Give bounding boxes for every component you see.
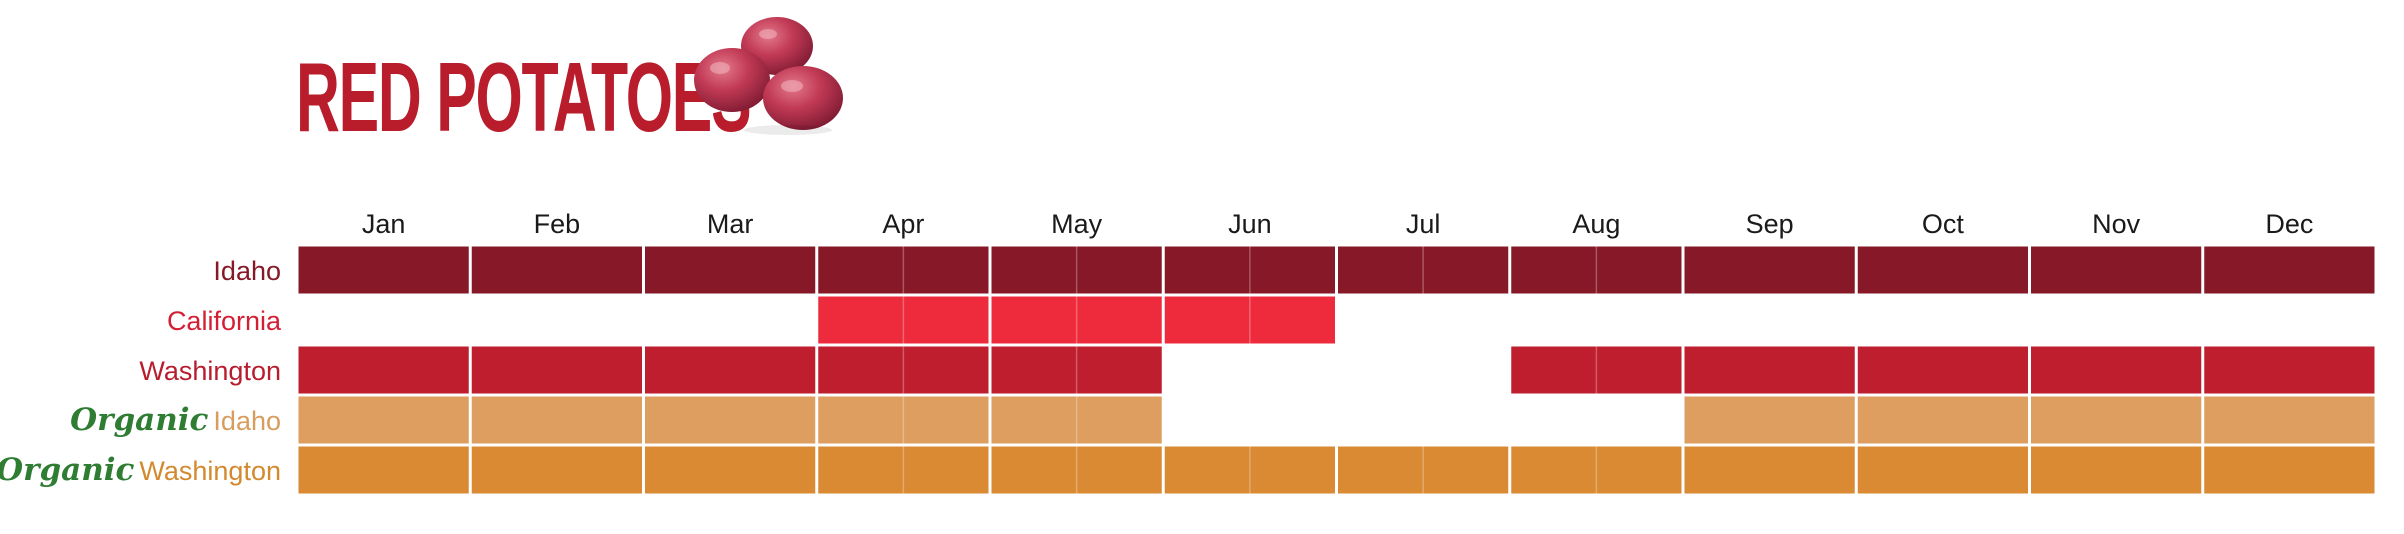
month-label-jul: Jul — [1406, 209, 1441, 239]
cell-idaho-jan — [298, 246, 469, 294]
cell-organic-idaho-dec — [2204, 396, 2375, 444]
cell-idaho-jul — [1338, 246, 1509, 294]
cell-california-apr — [818, 296, 989, 344]
cell-organic-idaho-oct — [1857, 396, 2028, 444]
cell-california-jun — [1164, 296, 1335, 344]
cell-washington-nov — [2031, 346, 2202, 394]
cell-organic-washington-aug — [1511, 446, 1682, 494]
cell-organic-washington-nov — [2031, 446, 2202, 494]
cell-california-may — [991, 296, 1162, 344]
cell-idaho-nov — [2031, 246, 2202, 294]
cell-organic-idaho-nov — [2031, 396, 2202, 444]
cell-idaho-dec — [2204, 246, 2375, 294]
cell-washington-sep — [1684, 346, 1855, 394]
cell-organic-washington-mar — [645, 446, 816, 494]
cell-washington-apr — [818, 346, 989, 394]
cell-organic-washington-jul — [1338, 446, 1509, 494]
cell-washington-aug — [1511, 346, 1682, 394]
red-potatoes-photo — [694, 17, 843, 135]
organic-wordmark: Organic — [70, 402, 208, 438]
cell-organic-idaho-apr — [818, 396, 989, 444]
month-label-aug: Aug — [1572, 209, 1620, 239]
cell-idaho-may — [991, 246, 1162, 294]
cell-idaho-sep — [1684, 246, 1855, 294]
cell-washington-may — [991, 346, 1162, 394]
month-label-apr: Apr — [882, 209, 924, 239]
cell-organic-idaho-mar — [645, 396, 816, 444]
month-labels: Jan Feb Mar Apr May Jun Jul Aug Sep Oct Nov Dec — [362, 209, 2314, 239]
row-label-idaho: Idaho — [213, 256, 281, 286]
potato-right — [763, 66, 843, 130]
cell-organic-washington-feb — [471, 446, 642, 494]
cell-washington-mar — [645, 346, 816, 394]
month-label-jun: Jun — [1228, 209, 1272, 239]
row-label-washington: Washington — [139, 356, 281, 386]
cell-washington-oct — [1857, 346, 2028, 394]
month-label-may: May — [1051, 209, 1103, 239]
month-label-oct: Oct — [1922, 209, 1965, 239]
cell-organic-washington-sep — [1684, 446, 1855, 494]
cell-organic-washington-may — [991, 446, 1162, 494]
cell-organic-washington-dec — [2204, 446, 2375, 494]
organic-wordmark: Organic — [0, 452, 135, 488]
month-label-mar: Mar — [707, 209, 754, 239]
month-label-dec: Dec — [2265, 209, 2313, 239]
availability-cells — [298, 246, 2375, 494]
cell-organic-idaho-may — [991, 396, 1162, 444]
cell-idaho-aug — [1511, 246, 1682, 294]
cell-organic-idaho-feb — [471, 396, 642, 444]
cell-washington-feb — [471, 346, 642, 394]
cell-organic-washington-oct — [1857, 446, 2028, 494]
month-label-feb: Feb — [534, 209, 581, 239]
cell-organic-idaho-jan — [298, 396, 469, 444]
cell-idaho-feb — [471, 246, 642, 294]
cell-organic-washington-apr — [818, 446, 989, 494]
cell-idaho-oct — [1857, 246, 2028, 294]
cell-organic-washington-jan — [298, 446, 469, 494]
cell-organic-idaho-sep — [1684, 396, 1855, 444]
cell-idaho-apr — [818, 246, 989, 294]
cell-organic-washington-jun — [1164, 446, 1335, 494]
cell-idaho-jun — [1164, 246, 1335, 294]
cell-washington-dec — [2204, 346, 2375, 394]
month-label-sep: Sep — [1746, 209, 1794, 239]
row-label-california: California — [167, 306, 282, 336]
row-label-organic-washington: Organic Washington — [0, 452, 281, 488]
month-label-nov: Nov — [2092, 209, 2141, 239]
month-label-jan: Jan — [362, 209, 406, 239]
cell-idaho-mar — [645, 246, 816, 294]
cell-washington-jan — [298, 346, 469, 394]
row-label-organic-idaho: Organic Idaho — [70, 402, 281, 438]
